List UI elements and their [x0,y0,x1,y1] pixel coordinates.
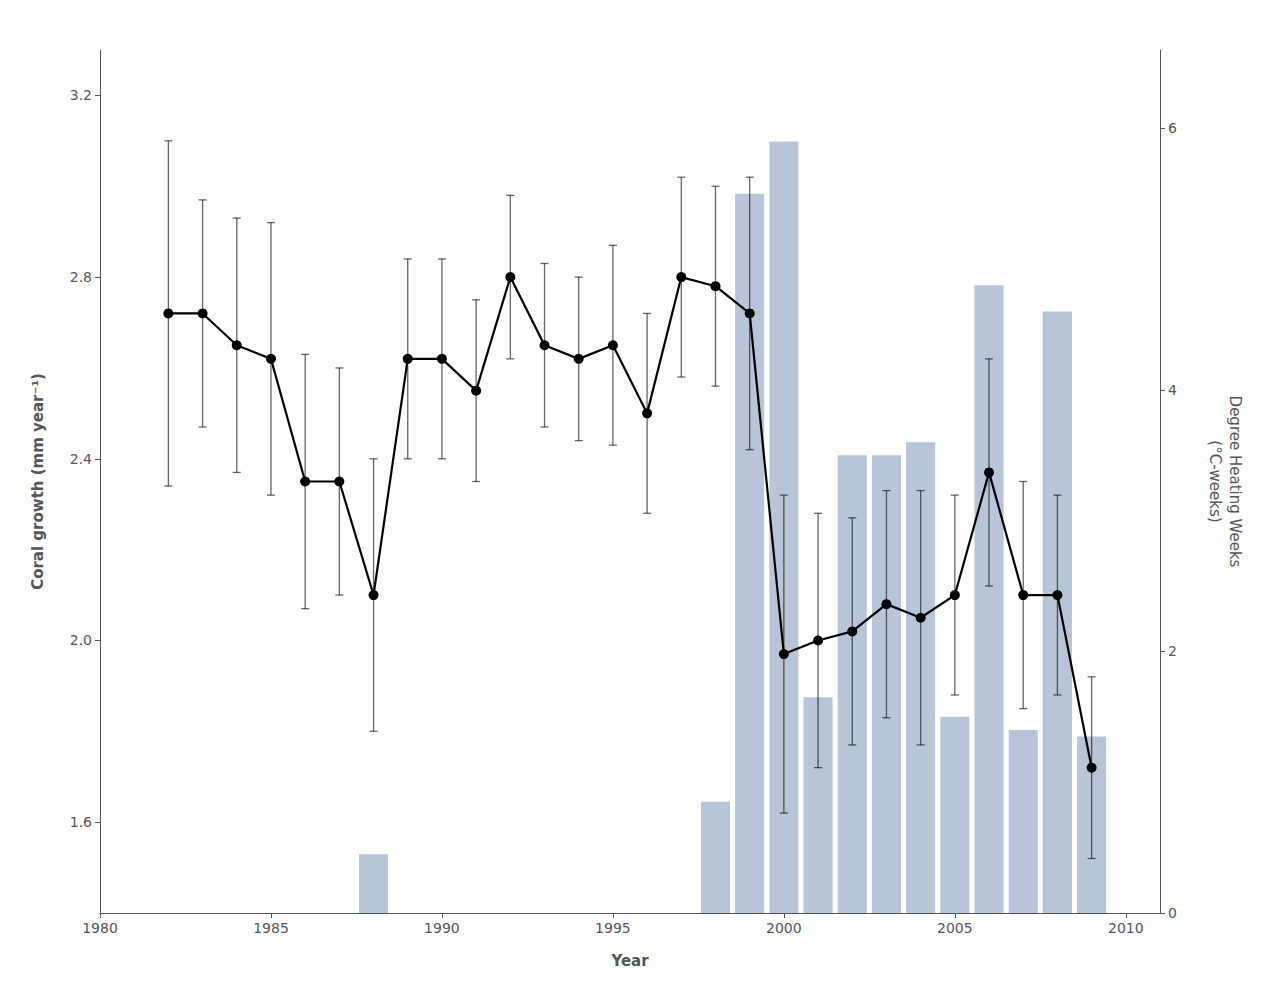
svg-text:3.2: 3.2 [70,87,92,103]
svg-text:Coral growth (mm year⁻¹): Coral growth (mm year⁻¹) [29,373,47,590]
svg-text:1990: 1990 [424,920,460,936]
svg-text:2.8: 2.8 [70,269,92,285]
svg-text:(°C-weeks): (°C-weeks) [1206,440,1224,522]
svg-text:2005: 2005 [937,920,973,936]
svg-text:1995: 1995 [595,920,631,936]
svg-text:1.6: 1.6 [70,814,92,830]
svg-text:Degree Heating Weeks: Degree Heating Weeks [1226,396,1244,568]
svg-text:0: 0 [1168,905,1177,921]
svg-text:4: 4 [1168,382,1177,398]
svg-text:1985: 1985 [253,920,289,936]
svg-text:6: 6 [1168,120,1177,136]
svg-text:2000: 2000 [766,920,802,936]
svg-text:Year: Year [610,952,649,970]
svg-text:1980: 1980 [82,920,118,936]
svg-text:2.0: 2.0 [70,632,92,648]
svg-text:2: 2 [1168,643,1177,659]
svg-text:2.4: 2.4 [70,451,92,467]
svg-text:2010: 2010 [1108,920,1144,936]
